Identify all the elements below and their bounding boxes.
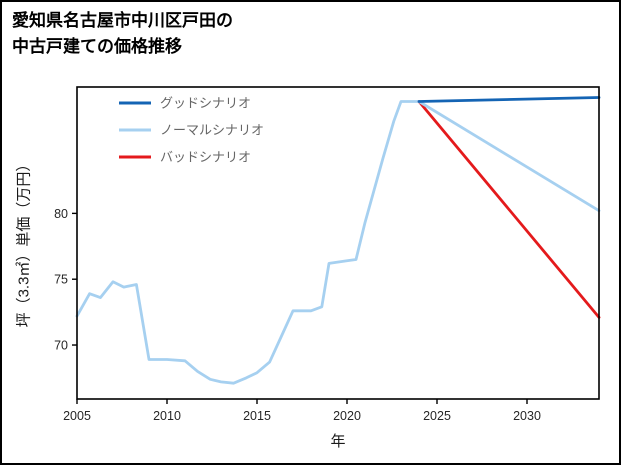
plot-frame bbox=[76, 86, 600, 400]
y-tick-label: 75 bbox=[54, 273, 68, 287]
x-tick-label: 2005 bbox=[63, 409, 91, 423]
y-axis-label: 坪（3.3㎡）単価（万円） bbox=[15, 156, 33, 328]
x-tick-label: 2020 bbox=[333, 409, 361, 423]
x-tick-label: 2025 bbox=[423, 409, 451, 423]
y-tick-label: 80 bbox=[54, 207, 68, 221]
x-axis-label: 年 bbox=[330, 433, 346, 450]
x-tick-label: 2010 bbox=[153, 409, 181, 423]
x-tick-label: 2015 bbox=[243, 409, 271, 423]
chart-title: 愛知県名古屋市中川区戸田の 中古戸建ての価格推移 bbox=[12, 8, 233, 59]
legend-label-normal-scenario: ノーマルシナリオ bbox=[160, 123, 264, 138]
legend-label-good-scenario: グッドシナリオ bbox=[160, 96, 251, 111]
history-line bbox=[75, 100, 421, 385]
legend-label-bad-scenario: バッドシナリオ bbox=[160, 150, 251, 165]
good-scenario-line bbox=[417, 96, 601, 103]
y-tick-label: 70 bbox=[54, 339, 68, 353]
bad-scenario-line bbox=[417, 100, 601, 319]
chart-title-line2: 中古戸建ての価格推移 bbox=[12, 36, 182, 56]
normal-scenario-line bbox=[417, 100, 601, 213]
x-tick-label: 2030 bbox=[513, 409, 541, 423]
chart-title-line1: 愛知県名古屋市中川区戸田の bbox=[12, 11, 233, 30]
